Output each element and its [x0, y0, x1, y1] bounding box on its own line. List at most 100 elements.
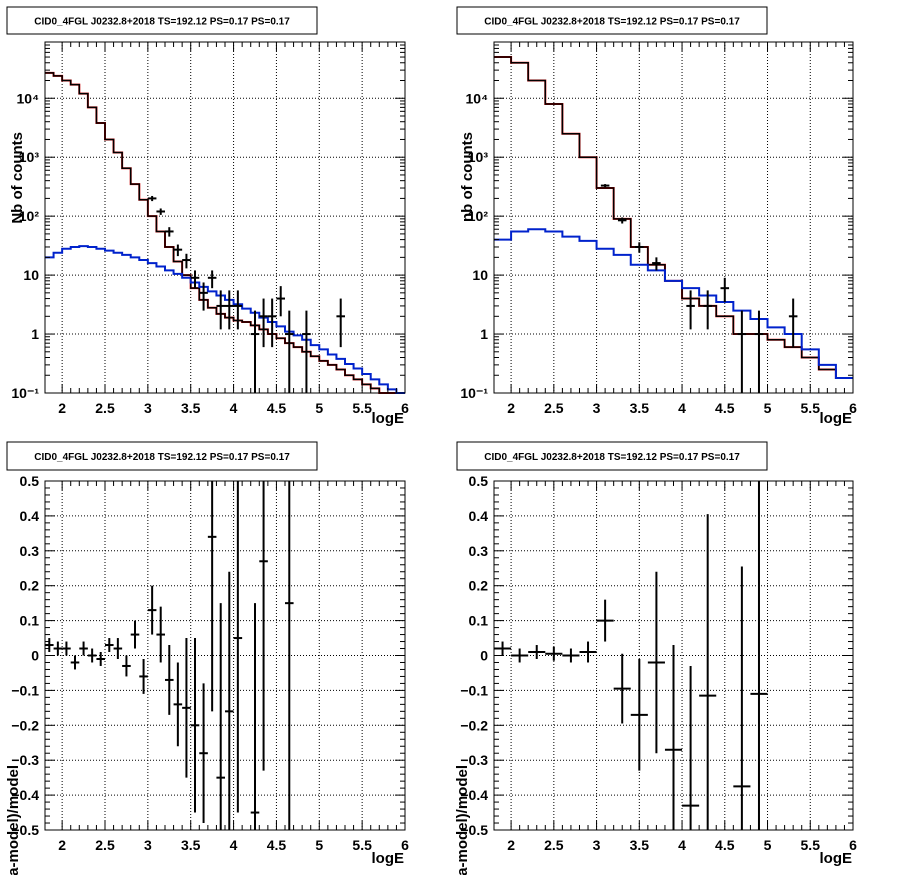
data-point [190, 638, 200, 813]
data-point [122, 655, 131, 677]
data-point [130, 620, 140, 649]
data-point [53, 641, 63, 656]
y-tick-label: 1 [480, 326, 488, 342]
y-tick-label: 0.4 [20, 508, 40, 524]
x-tick-label: 3.5 [181, 400, 201, 416]
x-tick-label: 5.5 [352, 400, 372, 416]
data-point [720, 277, 730, 302]
y-tick-label: 0.3 [469, 543, 489, 559]
data-point [652, 257, 661, 271]
data-point [182, 638, 191, 778]
data-point [233, 290, 243, 330]
x-axis-label: logE [820, 410, 853, 427]
y-tick-label: 0.3 [20, 543, 40, 559]
y-tick-label: 10³ [19, 149, 40, 165]
y-tick-label: −0.5 [11, 822, 39, 838]
title-box [6, 6, 318, 35]
data-point [147, 195, 157, 202]
data-point [754, 310, 764, 393]
data-point [511, 648, 529, 663]
y-tick-label: 0.5 [469, 473, 489, 489]
data-point [173, 662, 183, 747]
y-tick-label: 0.5 [20, 473, 40, 489]
x-tick-label: 2 [58, 837, 66, 853]
data-point [233, 481, 243, 813]
x-axis-label: logE [372, 850, 405, 867]
data-point [216, 290, 225, 330]
y-tick-label: −0.1 [11, 682, 39, 698]
data-point [302, 310, 311, 393]
data-point [596, 599, 614, 642]
x-tick-label: 2.5 [95, 837, 115, 853]
data-point [562, 648, 580, 663]
data-point [70, 655, 80, 670]
chart-title: CID0_4FGL J0232.8+2018 TS=192.12 PS=0.17… [484, 452, 740, 463]
data-point [750, 481, 768, 830]
chart-title: CID0_4FGL J0232.8+2018 TS=192.12 PS=0.17… [484, 17, 740, 28]
data-point [113, 638, 123, 659]
data-point [250, 310, 260, 393]
data-point [276, 286, 285, 317]
x-tick-label: 5 [764, 400, 772, 416]
data-point [225, 571, 234, 830]
x-tick-label: 3.5 [630, 400, 650, 416]
x-tick-label: 3 [593, 837, 601, 853]
y-tick-label: −0.3 [460, 752, 488, 768]
data-point [267, 298, 277, 348]
y-tick-label: −0.2 [11, 717, 39, 733]
x-tick-label: 4 [230, 400, 238, 416]
x-tick-label: 2.5 [95, 400, 115, 416]
y-tick-label: 10² [468, 208, 489, 224]
chart-tl: 2 2.5 3 3.5 4 4.5 5 5.5 6 10⁻¹ 1 10 10² 10³ 10⁴ logE Nb … [6, 6, 409, 427]
y-tick-label: −0.1 [460, 682, 488, 698]
data-point [225, 290, 234, 330]
y-tick-label: 0.1 [469, 613, 489, 629]
y-axis-label: nb of counts [459, 132, 476, 222]
data-point [207, 481, 217, 712]
data-point [147, 585, 157, 635]
y-tick-label: 0.2 [20, 578, 40, 594]
chart-title: CID0_4FGL J0232.8+2018 TS=192.12 PS=0.17… [34, 452, 290, 463]
chart-br: 2 2.5 3 3.5 4 4.5 5 5.5 6 −0.5 −0.4 −0.3 −0.2 −0.1 0 0.… [454, 441, 857, 875]
plot-frame [493, 41, 854, 394]
x-tick-label: 3 [593, 400, 601, 416]
data-point [336, 298, 345, 348]
y-tick-label: 10⁴ [466, 90, 489, 106]
x-tick-label: 5.5 [801, 400, 821, 416]
data-point [699, 514, 717, 830]
y-tick-label: 10⁴ [17, 90, 40, 106]
data-point [600, 184, 610, 188]
data-point [737, 310, 747, 393]
x-tick-label: 3.5 [181, 837, 201, 853]
x-tick-label: 3 [144, 400, 152, 416]
y-tick-label: −0.4 [11, 787, 39, 803]
data-point [259, 298, 268, 348]
title-box [456, 441, 768, 471]
x-tick-label: 2.5 [544, 400, 564, 416]
x-tick-label: 5 [315, 400, 323, 416]
x-tick-label: 3 [144, 837, 152, 853]
x-tick-label: 2 [507, 400, 515, 416]
data-point [139, 658, 148, 694]
y-tick-label: 10⁻¹ [460, 385, 488, 401]
data-point [613, 653, 631, 724]
data-point [216, 603, 225, 830]
y-axis-label: (data-model)/model [5, 765, 22, 875]
x-tick-label: 4 [678, 400, 686, 416]
data-point [635, 242, 644, 253]
series-line [494, 56, 853, 379]
data-point [703, 290, 712, 330]
data-point [259, 481, 268, 771]
x-axis-label: logE [372, 410, 405, 427]
chart-tr: 2 2.5 3 3.5 4 4.5 5 5.5 6 10⁻¹ 1 10 10² 10³ 10⁴ logE nb … [456, 6, 857, 427]
data-point [617, 217, 627, 224]
data-point [528, 645, 546, 659]
data-point [682, 665, 700, 830]
data-point [165, 645, 174, 715]
y-tick-label: 0.1 [20, 613, 40, 629]
data-point [285, 310, 294, 393]
y-tick-label: −0.3 [11, 752, 39, 768]
data-point [579, 641, 597, 663]
